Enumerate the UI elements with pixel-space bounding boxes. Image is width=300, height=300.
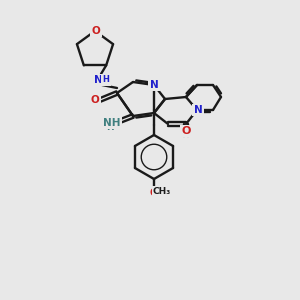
Text: =: = (109, 116, 119, 130)
Text: CH₃: CH₃ (153, 188, 171, 196)
Text: O: O (92, 26, 100, 36)
Text: NH: NH (103, 118, 121, 128)
Text: N: N (94, 75, 102, 85)
Text: H: H (106, 124, 114, 133)
Text: O: O (150, 188, 158, 198)
Text: N: N (150, 80, 158, 90)
Text: O: O (181, 126, 191, 136)
Text: N: N (194, 105, 202, 115)
Text: O: O (91, 95, 99, 105)
Text: H: H (103, 76, 110, 85)
Text: N: N (106, 117, 114, 127)
